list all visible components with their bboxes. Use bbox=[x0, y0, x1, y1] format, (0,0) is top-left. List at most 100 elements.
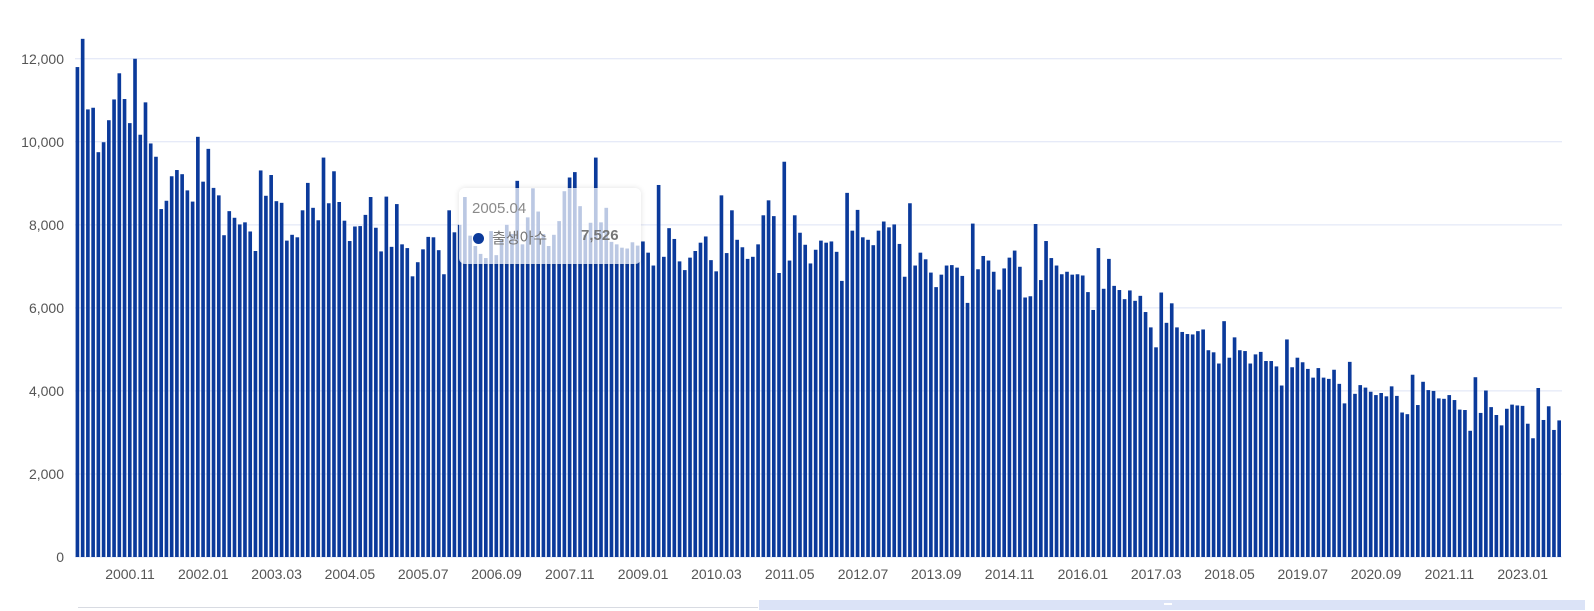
bar[interactable] bbox=[1306, 368, 1310, 557]
bar[interactable] bbox=[531, 188, 535, 558]
bar[interactable] bbox=[295, 237, 300, 558]
bar[interactable] bbox=[1169, 303, 1174, 557]
bar[interactable] bbox=[489, 231, 493, 557]
bar[interactable] bbox=[1515, 405, 1520, 557]
bar[interactable] bbox=[80, 38, 85, 557]
bar[interactable] bbox=[232, 217, 237, 557]
bar[interactable] bbox=[431, 237, 436, 558]
bar[interactable] bbox=[332, 171, 336, 557]
bar[interactable] bbox=[981, 255, 986, 558]
bar[interactable] bbox=[1196, 331, 1200, 557]
bar[interactable] bbox=[421, 249, 425, 557]
bar[interactable] bbox=[740, 247, 745, 557]
bar[interactable] bbox=[520, 244, 525, 557]
bar[interactable] bbox=[950, 265, 954, 557]
bar[interactable] bbox=[358, 226, 362, 557]
bar[interactable] bbox=[1175, 327, 1179, 557]
bar[interactable] bbox=[159, 209, 164, 557]
bar[interactable] bbox=[1007, 257, 1012, 557]
bar[interactable] bbox=[1107, 258, 1111, 557]
bar[interactable] bbox=[442, 274, 446, 557]
bar[interactable] bbox=[593, 157, 598, 557]
bar[interactable] bbox=[588, 222, 593, 557]
bar[interactable] bbox=[1023, 297, 1027, 558]
bar[interactable] bbox=[269, 175, 273, 557]
bar[interactable] bbox=[1337, 383, 1342, 557]
bar[interactable] bbox=[787, 260, 792, 557]
bar[interactable] bbox=[1279, 385, 1284, 557]
bar[interactable] bbox=[766, 200, 771, 557]
bar[interactable] bbox=[1557, 420, 1561, 557]
bar[interactable] bbox=[1033, 224, 1038, 557]
bar[interactable] bbox=[1080, 275, 1085, 557]
bar[interactable] bbox=[264, 195, 268, 557]
bar[interactable] bbox=[484, 258, 488, 557]
bar[interactable] bbox=[185, 190, 190, 557]
bar[interactable] bbox=[897, 243, 902, 557]
bar[interactable] bbox=[923, 259, 928, 557]
bar[interactable] bbox=[1442, 398, 1446, 557]
bar[interactable] bbox=[646, 252, 650, 557]
bar[interactable] bbox=[1154, 347, 1158, 557]
bar[interactable] bbox=[258, 170, 263, 557]
bar[interactable] bbox=[1248, 363, 1253, 557]
bar[interactable] bbox=[1112, 285, 1116, 557]
bar[interactable] bbox=[415, 262, 420, 557]
bar[interactable] bbox=[1342, 403, 1347, 557]
bar[interactable] bbox=[1086, 292, 1090, 557]
bar[interactable] bbox=[216, 195, 221, 558]
bar[interactable] bbox=[1505, 408, 1509, 557]
bar[interactable] bbox=[1410, 374, 1415, 557]
bar[interactable] bbox=[567, 177, 572, 557]
bar[interactable] bbox=[473, 246, 478, 557]
bar[interactable] bbox=[436, 250, 441, 558]
bar[interactable] bbox=[515, 180, 520, 557]
bar[interactable] bbox=[1358, 385, 1363, 557]
bar[interactable] bbox=[902, 276, 907, 557]
bar[interactable] bbox=[107, 120, 111, 558]
bar[interactable] bbox=[662, 256, 666, 557]
bar[interactable] bbox=[908, 203, 912, 557]
bar[interactable] bbox=[248, 231, 253, 558]
bar[interactable] bbox=[1243, 351, 1247, 557]
bar[interactable] bbox=[1122, 299, 1127, 557]
bar[interactable] bbox=[1510, 404, 1514, 557]
bar[interactable] bbox=[1258, 351, 1263, 557]
bar[interactable] bbox=[1101, 288, 1106, 557]
bar[interactable] bbox=[792, 215, 797, 558]
bar[interactable] bbox=[1285, 339, 1289, 557]
bar[interactable] bbox=[1201, 329, 1205, 557]
bar[interactable] bbox=[1180, 331, 1185, 557]
bar[interactable] bbox=[609, 241, 614, 558]
bar[interactable] bbox=[756, 244, 760, 557]
bar[interactable] bbox=[347, 241, 352, 557]
bar[interactable] bbox=[986, 260, 991, 557]
bar[interactable] bbox=[91, 107, 95, 557]
bar[interactable] bbox=[1363, 387, 1368, 557]
bar[interactable] bbox=[672, 238, 677, 557]
bar[interactable] bbox=[180, 174, 184, 557]
bar[interactable] bbox=[1536, 388, 1541, 557]
bar[interactable] bbox=[939, 274, 944, 557]
bar[interactable] bbox=[1148, 327, 1153, 557]
bar[interactable] bbox=[1096, 248, 1101, 557]
bar[interactable] bbox=[394, 204, 399, 557]
bar[interactable] bbox=[410, 276, 415, 557]
bar[interactable] bbox=[829, 241, 834, 557]
bar[interactable] bbox=[237, 224, 242, 558]
bar[interactable] bbox=[578, 206, 582, 557]
bar[interactable] bbox=[1300, 362, 1305, 557]
bar[interactable] bbox=[866, 239, 870, 558]
bar[interactable] bbox=[771, 216, 776, 557]
bar[interactable] bbox=[1054, 265, 1059, 557]
bar[interactable] bbox=[201, 181, 205, 557]
bar[interactable] bbox=[1091, 309, 1096, 557]
bar[interactable] bbox=[573, 172, 577, 558]
bar[interactable] bbox=[1499, 425, 1504, 557]
bar[interactable] bbox=[955, 267, 959, 557]
bar[interactable] bbox=[892, 224, 897, 558]
bar[interactable] bbox=[1264, 361, 1268, 557]
bar[interactable] bbox=[1237, 350, 1242, 557]
bar[interactable] bbox=[536, 211, 540, 558]
bar[interactable] bbox=[1222, 321, 1226, 557]
